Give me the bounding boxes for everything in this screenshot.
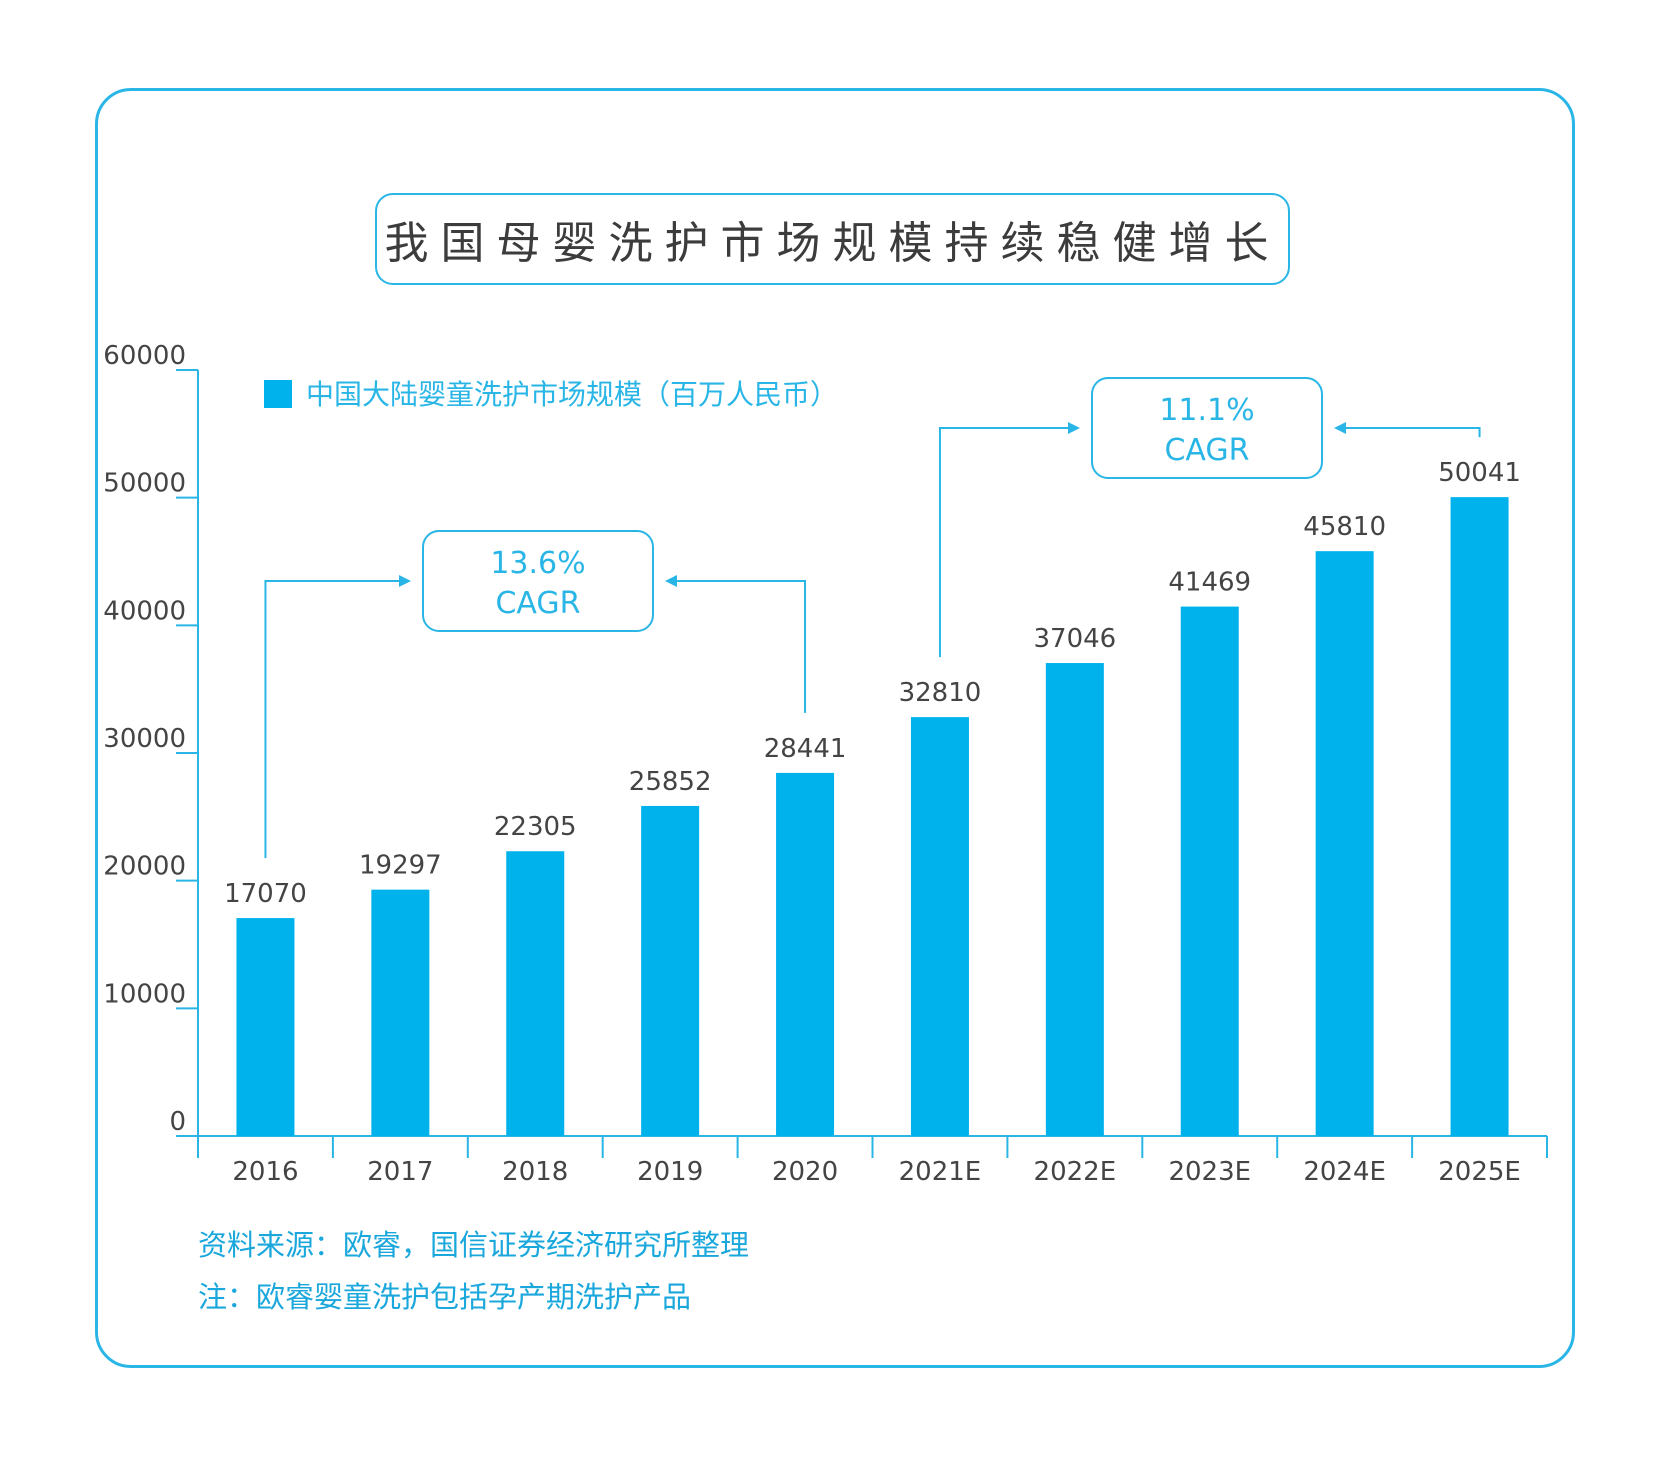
y-tick-label: 10000: [103, 979, 186, 1009]
cagr-box: [422, 530, 654, 632]
cagr-box: [1091, 377, 1323, 479]
x-tick-label: 2023E: [1168, 1157, 1251, 1187]
data-label: 19297: [359, 851, 442, 881]
x-tick-label: 2019: [637, 1157, 703, 1187]
bar: [1450, 497, 1509, 1137]
x-tick-label: 2021E: [899, 1157, 982, 1187]
bar: [506, 851, 565, 1136]
cagr-label: CAGR: [1164, 433, 1249, 468]
y-tick-label: 50000: [103, 469, 186, 499]
x-tick-label: 2025E: [1438, 1157, 1521, 1187]
data-label: 41469: [1168, 568, 1251, 598]
data-label: 22305: [494, 812, 577, 842]
x-tick-label: 2024E: [1303, 1157, 1386, 1187]
x-tick-label: 2022E: [1034, 1157, 1117, 1187]
data-label: 25852: [629, 767, 712, 797]
legend-label: 中国大陆婴童洗护市场规模（百万人民币）: [306, 378, 838, 411]
bar: [371, 889, 430, 1136]
title-box: 我国母婴洗护市场规模持续稳健增长: [375, 193, 1290, 285]
bar: [776, 772, 835, 1136]
cagr-label: CAGR: [495, 586, 580, 621]
y-tick-label: 0: [169, 1107, 186, 1137]
cagr-arrow-right: [665, 575, 807, 713]
x-tick-label: 2020: [772, 1157, 838, 1187]
y-tick-label: 60000: [103, 341, 186, 371]
y-tick-label: 20000: [103, 852, 186, 882]
cagr-arrow-left: [938, 422, 1080, 658]
cagr-value: 13.6%: [490, 546, 585, 581]
source-note: 资料来源：欧睿，国信证券经济研究所整理: [198, 1228, 750, 1262]
bar: [1315, 551, 1374, 1136]
data-label: 37046: [1033, 624, 1116, 654]
data-label: 32810: [899, 678, 982, 708]
data-label: 17070: [224, 879, 307, 909]
data-label: 50041: [1438, 458, 1521, 488]
bar: [1045, 663, 1104, 1136]
bar: [641, 805, 700, 1136]
x-tick-label: 2017: [367, 1157, 433, 1187]
chart-title: 我国母婴洗护市场规模持续稳健增长: [384, 218, 1281, 269]
legend-swatch: [264, 380, 292, 408]
bar: [1180, 606, 1239, 1136]
cagr-arrow-left: [264, 575, 411, 859]
chart-frame: [95, 88, 1575, 1368]
bar: [910, 717, 969, 1136]
bar: [236, 918, 295, 1136]
data-label: 28441: [764, 734, 847, 764]
x-tick-label: 2018: [502, 1157, 568, 1187]
data-label: 45810: [1303, 512, 1386, 542]
cagr-arrow-right: [1334, 422, 1481, 438]
y-tick-label: 30000: [103, 724, 186, 754]
footnote: 注：欧睿婴童洗护包括孕产期洗护产品: [198, 1280, 692, 1314]
y-tick-label: 40000: [103, 596, 186, 626]
cagr-value: 11.1%: [1159, 393, 1254, 428]
x-tick-label: 2016: [232, 1157, 298, 1187]
